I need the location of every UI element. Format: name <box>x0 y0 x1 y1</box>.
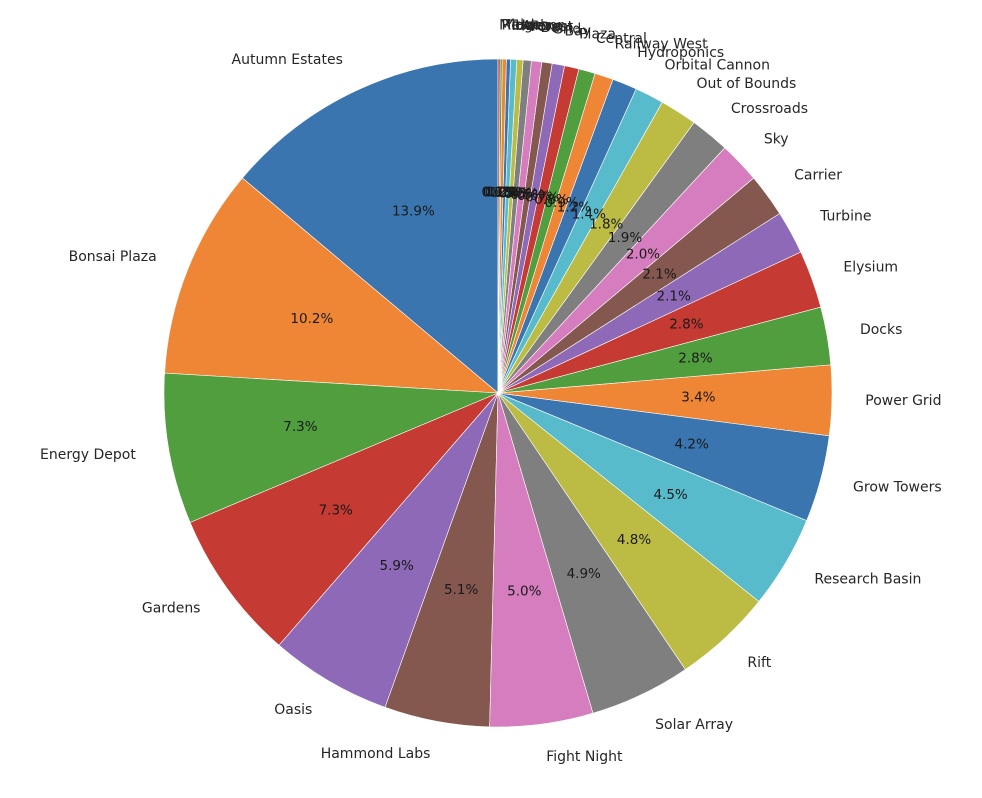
slice-category-label: Energy Depot <box>40 447 136 463</box>
slice-category-label: Railway West <box>615 37 708 53</box>
slice-percent-label: 0.9% <box>544 195 578 211</box>
slice-percent-label: 4.9% <box>567 566 601 582</box>
slice-percent-label: 0.5% <box>504 186 538 202</box>
slice-percent-label: 0.1% <box>481 185 515 201</box>
slice-category-label: Carrier <box>794 168 842 184</box>
pie-slice <box>164 177 499 394</box>
slice-category-label: Docks <box>860 322 902 338</box>
slice-percent-label: 2.1% <box>642 266 676 282</box>
slice-category-label: Grow Towers <box>853 480 942 496</box>
slice-percent-label: 1.2% <box>557 200 591 216</box>
slice-category-label: Forest <box>530 19 573 35</box>
slice-category-label: Sky <box>764 131 789 147</box>
pie-slice <box>189 392 499 646</box>
slice-category-label: Research Basin <box>814 572 921 588</box>
slice-category-label: Mesa <box>499 18 536 34</box>
slice-percent-label: 2.8% <box>669 317 703 333</box>
slice-percent-label: 4.5% <box>653 487 687 503</box>
slice-percent-label: 0.3% <box>494 185 528 201</box>
slice-percent-label: 2.0% <box>626 247 660 263</box>
slice-percent-label: 10.2% <box>290 311 333 327</box>
slice-category-label: Solar Array <box>655 717 733 733</box>
slice-percent-label: 1.4% <box>572 206 606 222</box>
slice-category-label: Harbor <box>515 18 563 34</box>
slice-percent-label: 0.3% <box>490 185 524 201</box>
slice-percent-label: 0.6% <box>517 188 551 204</box>
slice-category-label: Power Grid <box>865 393 941 409</box>
pie-slice <box>163 372 499 523</box>
pie-slice <box>241 58 499 394</box>
slice-percent-label: 5.0% <box>507 584 541 600</box>
slice-category-label: Grid <box>552 22 581 38</box>
slice-percent-label: 4.8% <box>617 532 651 548</box>
slice-percent-label: 0.1% <box>483 185 517 201</box>
slice-percent-label: 7.3% <box>283 419 317 435</box>
slice-category-label: Gardens <box>142 601 201 617</box>
slice-category-label: Central <box>596 31 647 47</box>
slice-category-label: Out of Bounds <box>696 76 796 92</box>
pie-slice <box>278 392 499 708</box>
slice-percent-label: 5.1% <box>444 582 478 598</box>
slice-category-label: Ridge <box>501 18 541 34</box>
slice-percent-label: 0.2% <box>487 185 521 201</box>
slice-category-label: Hammond Labs <box>321 746 431 762</box>
pie-slice <box>497 58 501 394</box>
slice-percent-label: 7.3% <box>319 503 353 519</box>
slice-category-label: Rift <box>747 655 771 671</box>
slice-category-label: Elysium <box>843 260 898 276</box>
slice-percent-label: 1.8% <box>589 216 623 232</box>
slice-category-label: Arena <box>522 18 563 34</box>
pie-slices <box>163 58 833 728</box>
slice-category-label: Yard <box>504 18 535 34</box>
slice-percent-label: 0.8% <box>534 192 568 208</box>
slice-category-label: Autumn Estates <box>232 52 343 68</box>
slice-percent-label: 13.9% <box>392 203 435 219</box>
slice-category-label: Hydroponics <box>637 45 724 61</box>
slice-percent-label: 0.4% <box>498 185 532 201</box>
slice-category-label: Plaza <box>579 27 616 43</box>
slice-category-label: Oasis <box>274 702 312 718</box>
slice-category-label: Crossroads <box>731 101 808 117</box>
slice-category-label: Orbital Cannon <box>664 57 770 73</box>
pie-labels: Autumn Estates 13.9% Bonsai Plaza 10.2% Ener… <box>40 18 942 766</box>
slice-category-label: Fight Night <box>546 749 623 765</box>
slice-percent-label: 0.7% <box>525 190 559 206</box>
slice-category-label: Dam <box>541 20 574 36</box>
slice-percent-label: 2.1% <box>657 289 691 305</box>
slice-percent-label: 0.5% <box>510 187 544 203</box>
slice-percent-label: 2.8% <box>678 351 712 367</box>
slice-category-label: Bonsai Plaza <box>69 249 157 265</box>
slice-category-label: Turbine <box>819 208 871 224</box>
slice-percent-label: 5.9% <box>380 558 414 574</box>
slice-percent-label: 3.4% <box>681 389 715 405</box>
slice-category-label: Tower <box>509 18 551 34</box>
slice-percent-label: 4.2% <box>674 437 708 453</box>
slice-percent-label: 1.9% <box>608 230 642 246</box>
slice-category-label: Bay <box>564 24 590 40</box>
slice-percent-label: 0.2% <box>485 185 519 201</box>
